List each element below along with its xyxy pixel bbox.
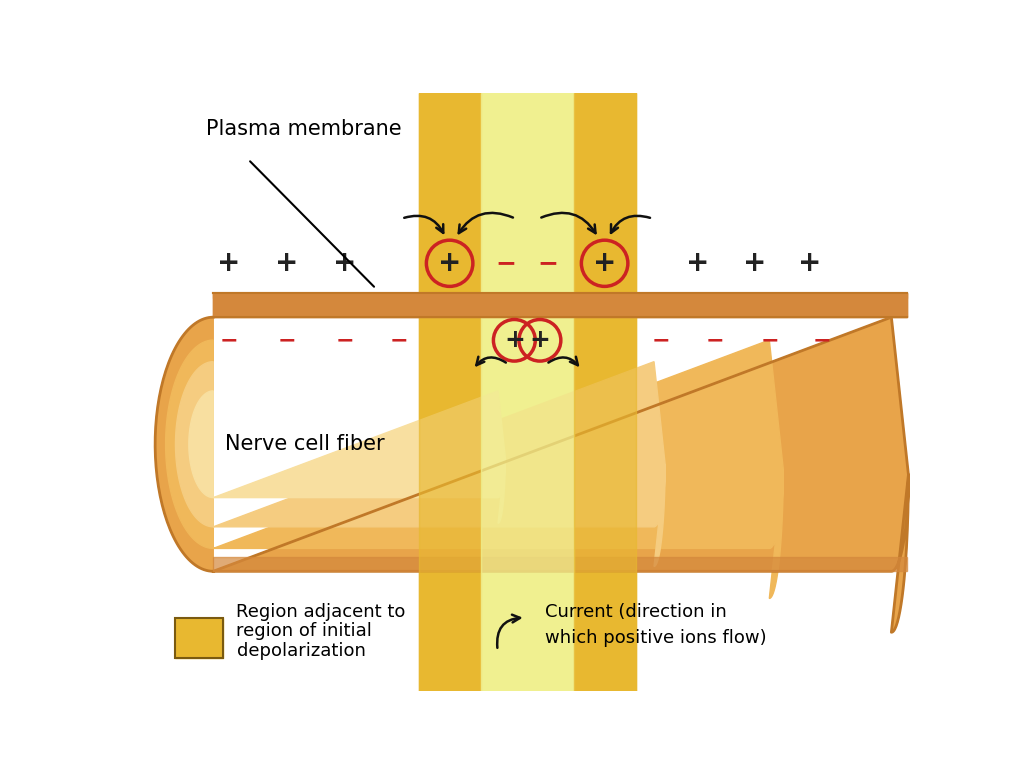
Text: +: + xyxy=(438,249,462,277)
Bar xyxy=(480,93,573,691)
Bar xyxy=(174,618,222,658)
Text: +: + xyxy=(686,249,710,277)
Text: +: + xyxy=(217,249,241,277)
Polygon shape xyxy=(175,362,666,566)
Text: −: − xyxy=(219,331,238,350)
Text: Nerve cell fiber: Nerve cell fiber xyxy=(225,435,384,454)
Text: Plasma membrane: Plasma membrane xyxy=(206,119,401,139)
Text: +: + xyxy=(334,249,356,277)
Bar xyxy=(213,293,907,317)
Bar xyxy=(573,93,636,691)
Polygon shape xyxy=(188,391,505,523)
Bar xyxy=(213,293,907,317)
Text: Region adjacent to: Region adjacent to xyxy=(237,603,406,622)
Bar xyxy=(174,618,222,658)
Text: +: + xyxy=(799,249,821,277)
Text: +: + xyxy=(504,328,524,352)
Bar xyxy=(419,93,480,691)
Text: which positive ions flow): which positive ions flow) xyxy=(545,629,767,647)
Bar xyxy=(419,93,480,691)
Text: −: − xyxy=(761,331,779,350)
Bar xyxy=(213,557,907,571)
Text: −: − xyxy=(707,331,725,350)
Polygon shape xyxy=(156,317,908,632)
Bar xyxy=(573,93,636,691)
Text: −: − xyxy=(336,331,354,350)
Text: depolarization: depolarization xyxy=(237,642,366,660)
Text: −: − xyxy=(652,331,671,350)
Bar xyxy=(213,293,907,298)
Polygon shape xyxy=(166,340,783,598)
Text: −: − xyxy=(390,331,409,350)
Text: −: − xyxy=(538,251,558,275)
Text: Current (direction in: Current (direction in xyxy=(545,603,727,622)
Text: +: + xyxy=(275,249,299,277)
Bar xyxy=(480,93,573,691)
Text: −: − xyxy=(278,331,296,350)
Text: +: + xyxy=(529,328,550,352)
Text: +: + xyxy=(742,249,766,277)
Text: +: + xyxy=(593,249,616,277)
Text: −: − xyxy=(496,251,517,275)
Text: −: − xyxy=(812,331,830,350)
Text: region of initial: region of initial xyxy=(237,622,373,640)
